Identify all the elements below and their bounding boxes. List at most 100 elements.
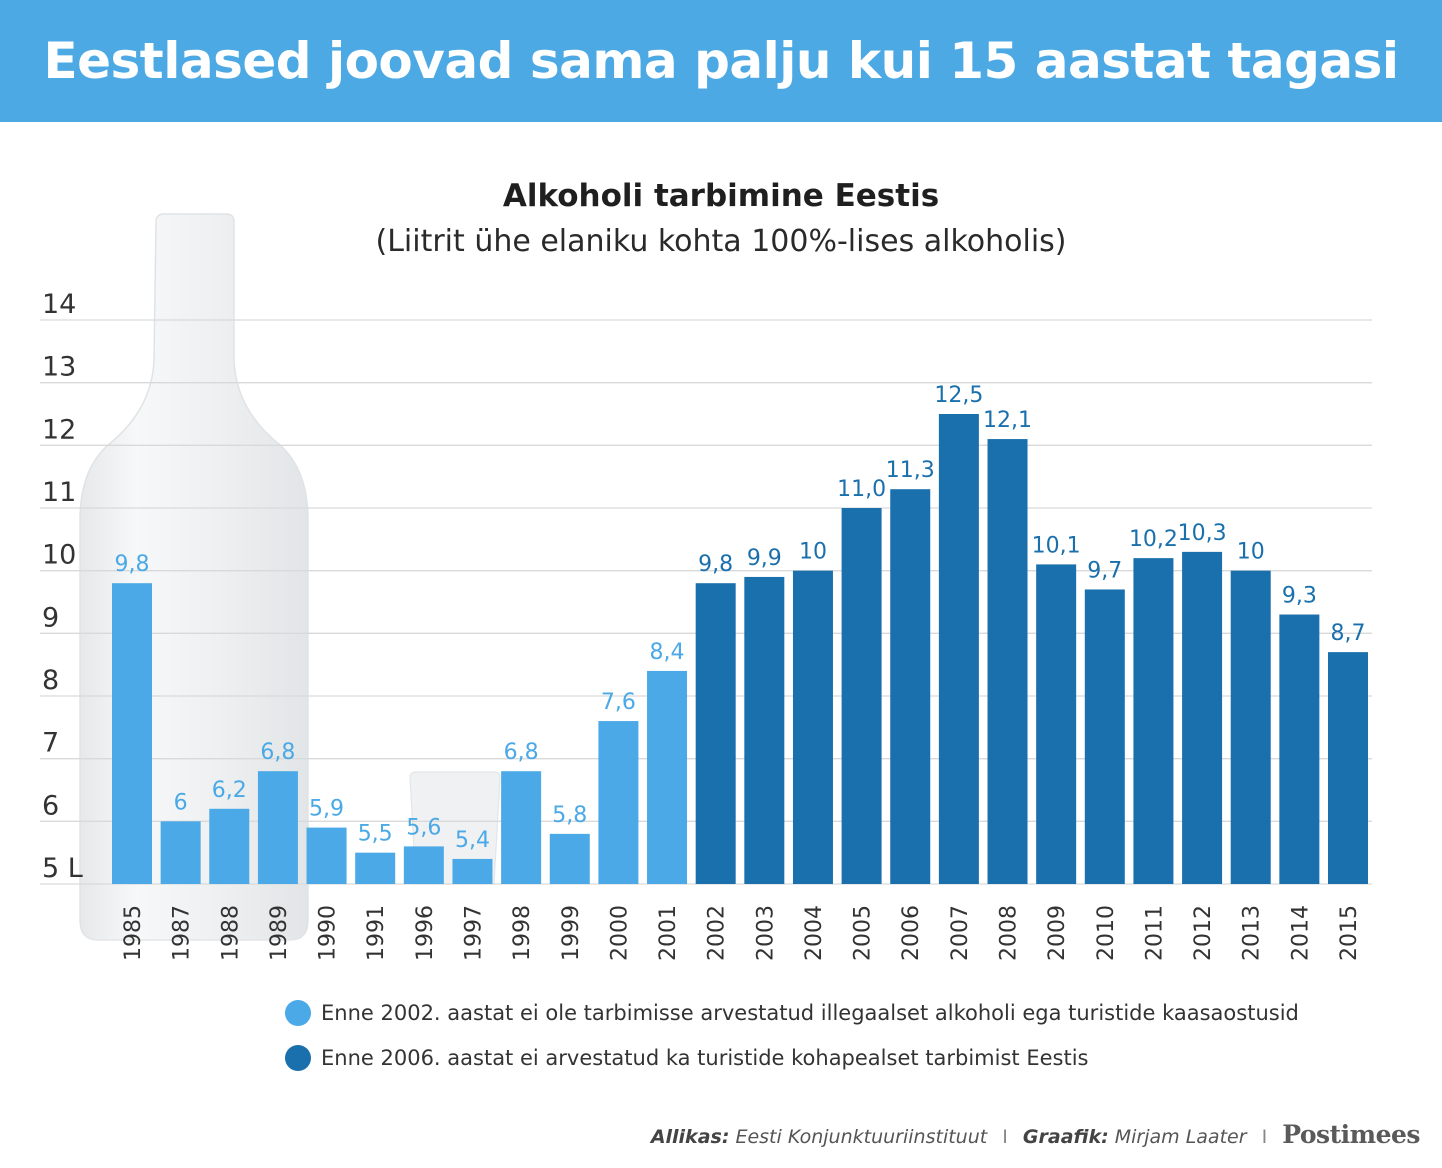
separator: I xyxy=(1002,1126,1008,1148)
y-tick-label: 10 xyxy=(42,540,76,571)
page-title: Eestlased joovad sama palju kui 15 aasta… xyxy=(43,32,1399,90)
x-tick-label: 2010 xyxy=(1094,905,1119,961)
x-tick-label: 1996 xyxy=(413,905,438,961)
postimees-logo: Postimees xyxy=(1282,1120,1420,1149)
bar-2002 xyxy=(695,583,736,884)
bar-1990 xyxy=(306,827,347,884)
value-label: 9,9 xyxy=(747,546,782,571)
bar-1987 xyxy=(160,821,201,884)
bar-1988 xyxy=(209,808,250,884)
value-label: 12,1 xyxy=(983,408,1032,433)
y-tick-label: 6 xyxy=(42,790,59,821)
value-label: 6,8 xyxy=(504,740,539,765)
y-axis: 5 L 6 7 8 9 10 11 12 13 14 xyxy=(42,289,83,884)
value-labels: 9,8 6 6,2 6,8 5,9 5,5 5,6 5,4 6,8 5,8 7,6 8,4 9,8 9,9… xyxy=(115,383,1366,853)
footer-credits: Allikas: Eesti Konjunktuuriinstituut I G… xyxy=(650,1120,1421,1149)
bar-1996 xyxy=(403,846,444,884)
value-label: 7,6 xyxy=(601,690,636,715)
value-label: 5,6 xyxy=(406,815,441,840)
x-tick-label: 2001 xyxy=(656,905,681,961)
value-label: 9,8 xyxy=(698,552,733,577)
x-tick-label: 1985 xyxy=(121,905,146,961)
chart-title: Alkoholi tarbimine Eestis xyxy=(502,178,940,214)
value-label: 10,3 xyxy=(1178,521,1227,546)
header-banner: Eestlased joovad sama palju kui 15 aasta… xyxy=(0,0,1442,122)
bar-1985 xyxy=(112,583,152,884)
bar-2009 xyxy=(1036,564,1077,884)
value-label: 5,8 xyxy=(552,803,587,828)
x-tick-label: 1991 xyxy=(364,905,389,961)
value-label: 10,1 xyxy=(1032,533,1081,558)
x-tick-label: 2004 xyxy=(802,905,827,961)
x-tick-label: 2003 xyxy=(753,905,778,961)
value-label: 6,8 xyxy=(260,740,295,765)
y-tick-label: 5 L xyxy=(42,853,83,884)
bar-2012 xyxy=(1182,551,1223,884)
y-tick-label: 11 xyxy=(42,477,76,508)
legend-label: Enne 2006. aastat ei arvestatud ka turis… xyxy=(321,1046,1089,1070)
x-tick-label: 2000 xyxy=(607,905,632,961)
bar-2010 xyxy=(1084,589,1125,884)
source-label: Allikas: xyxy=(650,1126,730,1148)
y-tick-label: 13 xyxy=(42,352,76,383)
bar-2008 xyxy=(987,439,1028,884)
source-name: Eesti Konjunktuuriinstituut xyxy=(735,1126,988,1148)
bar-2005 xyxy=(841,508,882,884)
value-label: 12,5 xyxy=(934,383,983,408)
separator: I xyxy=(1261,1126,1268,1148)
bar-1991 xyxy=(355,852,396,884)
legend-item-before-2002: Enne 2002. aastat ei ole tarbimisse arve… xyxy=(285,1000,1299,1026)
bar-2004 xyxy=(792,570,833,884)
graphic-label: Graafik: xyxy=(1022,1126,1109,1148)
value-label: 10 xyxy=(1237,540,1265,565)
x-tick-label: 2015 xyxy=(1337,905,1362,961)
y-tick-label: 14 xyxy=(42,289,76,320)
graphic-author: Mirjam Laater xyxy=(1114,1126,1247,1148)
legend-dot-light-icon xyxy=(285,1000,311,1026)
legend-item-before-2006: Enne 2006. aastat ei arvestatud ka turis… xyxy=(285,1045,1088,1071)
value-label: 6,2 xyxy=(212,778,247,803)
x-tick-label: 1998 xyxy=(510,905,535,961)
value-label: 9,3 xyxy=(1282,584,1317,609)
bar-2014 xyxy=(1279,614,1320,884)
x-tick-label: 2005 xyxy=(851,905,876,961)
x-tick-label: 1987 xyxy=(170,905,195,961)
x-tick-label: 2007 xyxy=(948,905,973,961)
value-label: 5,4 xyxy=(455,828,490,853)
x-axis: 1985 1987 1988 1989 1990 1991 1996 1997 1998 1999… xyxy=(121,905,1362,961)
y-tick-label: 9 xyxy=(42,602,59,633)
x-tick-label: 1989 xyxy=(267,905,292,961)
value-label: 8,4 xyxy=(650,640,685,665)
bar-2007 xyxy=(938,414,979,884)
x-tick-label: 1990 xyxy=(316,905,341,961)
x-tick-label: 1997 xyxy=(461,905,486,961)
y-tick-label: 8 xyxy=(42,665,59,696)
bar-2015 xyxy=(1328,652,1368,884)
bar-2013 xyxy=(1230,570,1271,884)
bar-1989 xyxy=(257,771,298,884)
bar-2001 xyxy=(647,670,688,884)
bar-2006 xyxy=(890,489,931,884)
x-tick-label: 1988 xyxy=(218,905,243,961)
bar-1999 xyxy=(549,833,590,884)
value-label: 5,9 xyxy=(309,797,344,822)
bar-2003 xyxy=(744,576,785,884)
value-label: 9,8 xyxy=(115,552,150,577)
y-tick-label: 12 xyxy=(42,414,76,445)
bar-1997 xyxy=(452,858,493,884)
bar-2011 xyxy=(1133,558,1174,884)
value-label: 9,7 xyxy=(1087,558,1122,583)
value-label: 11,0 xyxy=(837,477,886,502)
chart-subtitle: (Liitrit ühe elaniku kohta 100%-lises al… xyxy=(375,224,1067,259)
value-label: 8,7 xyxy=(1331,621,1366,646)
x-tick-label: 2013 xyxy=(1240,905,1265,961)
value-label: 5,5 xyxy=(358,822,393,847)
x-tick-label: 2008 xyxy=(997,905,1022,961)
value-label: 11,3 xyxy=(886,458,935,483)
legend-label: Enne 2002. aastat ei ole tarbimisse arve… xyxy=(321,1001,1299,1025)
x-tick-label: 2009 xyxy=(1045,905,1070,961)
value-label: 6 xyxy=(174,790,188,815)
x-tick-label: 2014 xyxy=(1288,905,1313,961)
bar-1998 xyxy=(501,771,542,884)
bar-2000 xyxy=(598,721,639,884)
